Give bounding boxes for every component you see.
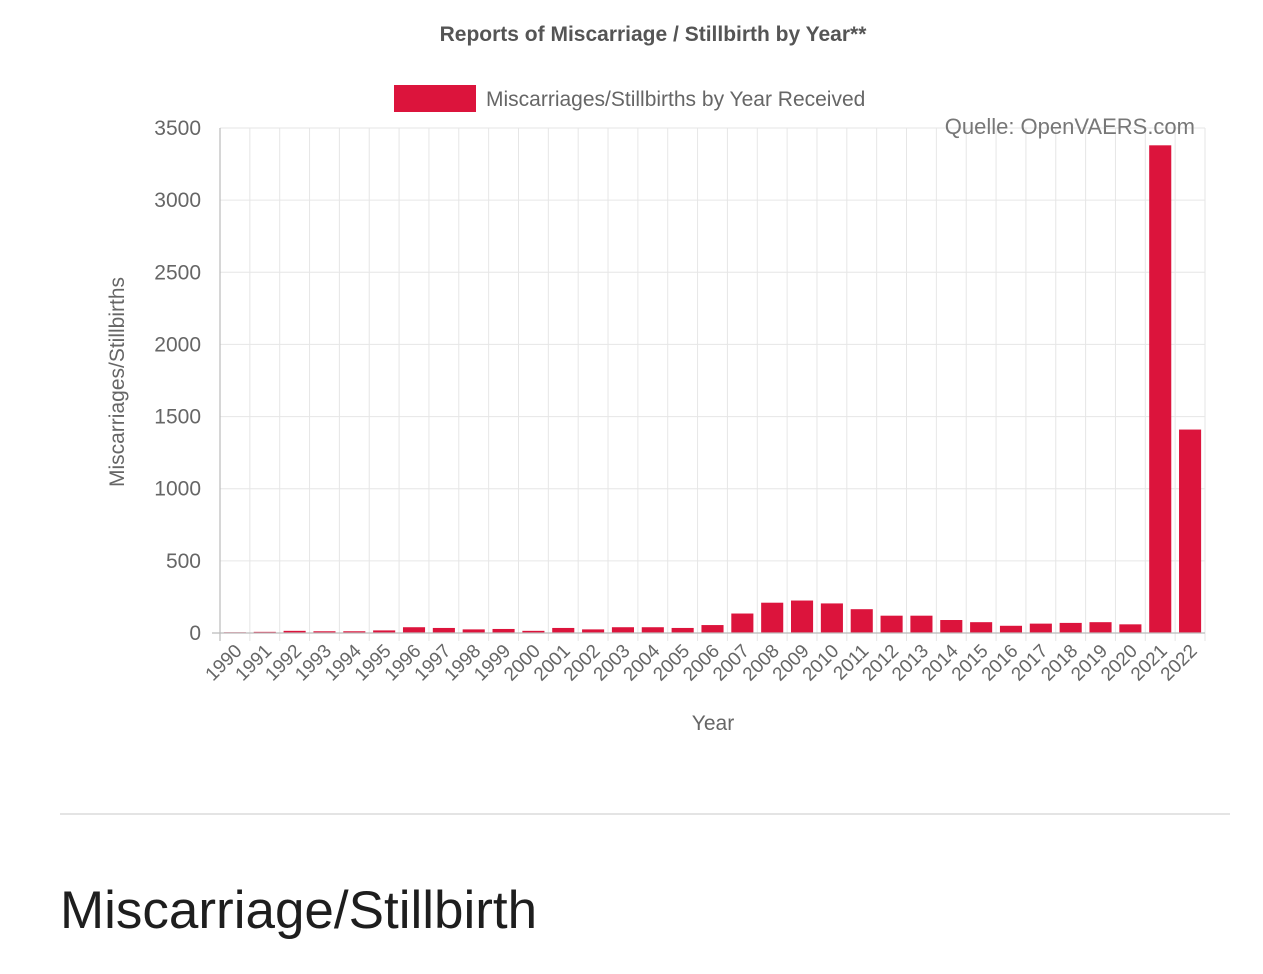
bar-2020 <box>1119 624 1142 633</box>
bar-1998 <box>462 629 485 633</box>
grid-lines <box>219 127 1206 641</box>
bar-2011 <box>850 609 873 633</box>
source-annotation: Quelle: OpenVAERS.com <box>945 114 1195 139</box>
x-axis-ticks: 1990199119921993199419951996199719981999… <box>202 640 1202 685</box>
bar-2021 <box>1149 145 1172 634</box>
y-axis-label: Miscarriages/Stillbirths <box>106 277 129 487</box>
bar-2006 <box>701 625 724 633</box>
section-divider <box>60 813 1230 815</box>
section-heading: Miscarriage/Stillbirth <box>60 881 538 940</box>
bar-1997 <box>432 627 455 633</box>
bar-2017 <box>1029 623 1052 633</box>
bar-2003 <box>611 627 634 633</box>
y-tick-label: 3000 <box>154 189 201 212</box>
bar-1992 <box>283 630 306 633</box>
bar-2008 <box>761 602 784 633</box>
bar-1995 <box>373 630 396 633</box>
y-tick-label: 1000 <box>154 478 201 501</box>
bar-2005 <box>671 627 694 633</box>
bar-2010 <box>820 603 843 633</box>
bar-2016 <box>999 625 1023 633</box>
y-tick-label: 0 <box>189 622 201 645</box>
bar-chart: Reports of Miscarriage / Stillbirth by Y… <box>106 23 1206 735</box>
chart-title: Reports of Miscarriage / Stillbirth by Y… <box>440 23 868 46</box>
y-tick-label: 500 <box>166 550 201 573</box>
legend-swatch <box>394 85 476 112</box>
bar-2018 <box>1059 622 1082 633</box>
bar-2015 <box>970 622 993 633</box>
bar-1994 <box>343 631 366 633</box>
chart-legend[interactable]: Miscarriages/Stillbirths by Year Receive… <box>394 85 865 112</box>
bar-2000 <box>522 630 545 633</box>
bar-2007 <box>731 613 754 633</box>
bar-2002 <box>582 629 605 633</box>
y-axis-ticks: 0 500 1000 1500 2000 2500 3000 3500 <box>154 117 201 645</box>
bar-2001 <box>552 627 575 633</box>
bar-2019 <box>1089 622 1112 633</box>
y-tick-label: 2500 <box>154 261 201 284</box>
bar-1993 <box>313 631 336 633</box>
bar-2012 <box>880 615 903 633</box>
bar-2014 <box>940 620 963 633</box>
legend-label: Miscarriages/Stillbirths by Year Receive… <box>486 88 865 111</box>
bar-1999 <box>492 628 515 633</box>
bar-1996 <box>402 627 426 633</box>
y-tick-label: 1500 <box>154 406 201 429</box>
bar-2004 <box>641 627 664 633</box>
y-tick-label: 3500 <box>154 117 201 140</box>
y-tick-label: 2000 <box>154 333 201 356</box>
bars <box>223 145 1202 634</box>
bar-2009 <box>791 600 814 633</box>
bar-2022 <box>1179 429 1202 633</box>
x-axis-label: Year <box>692 712 734 735</box>
bar-2013 <box>910 615 933 633</box>
